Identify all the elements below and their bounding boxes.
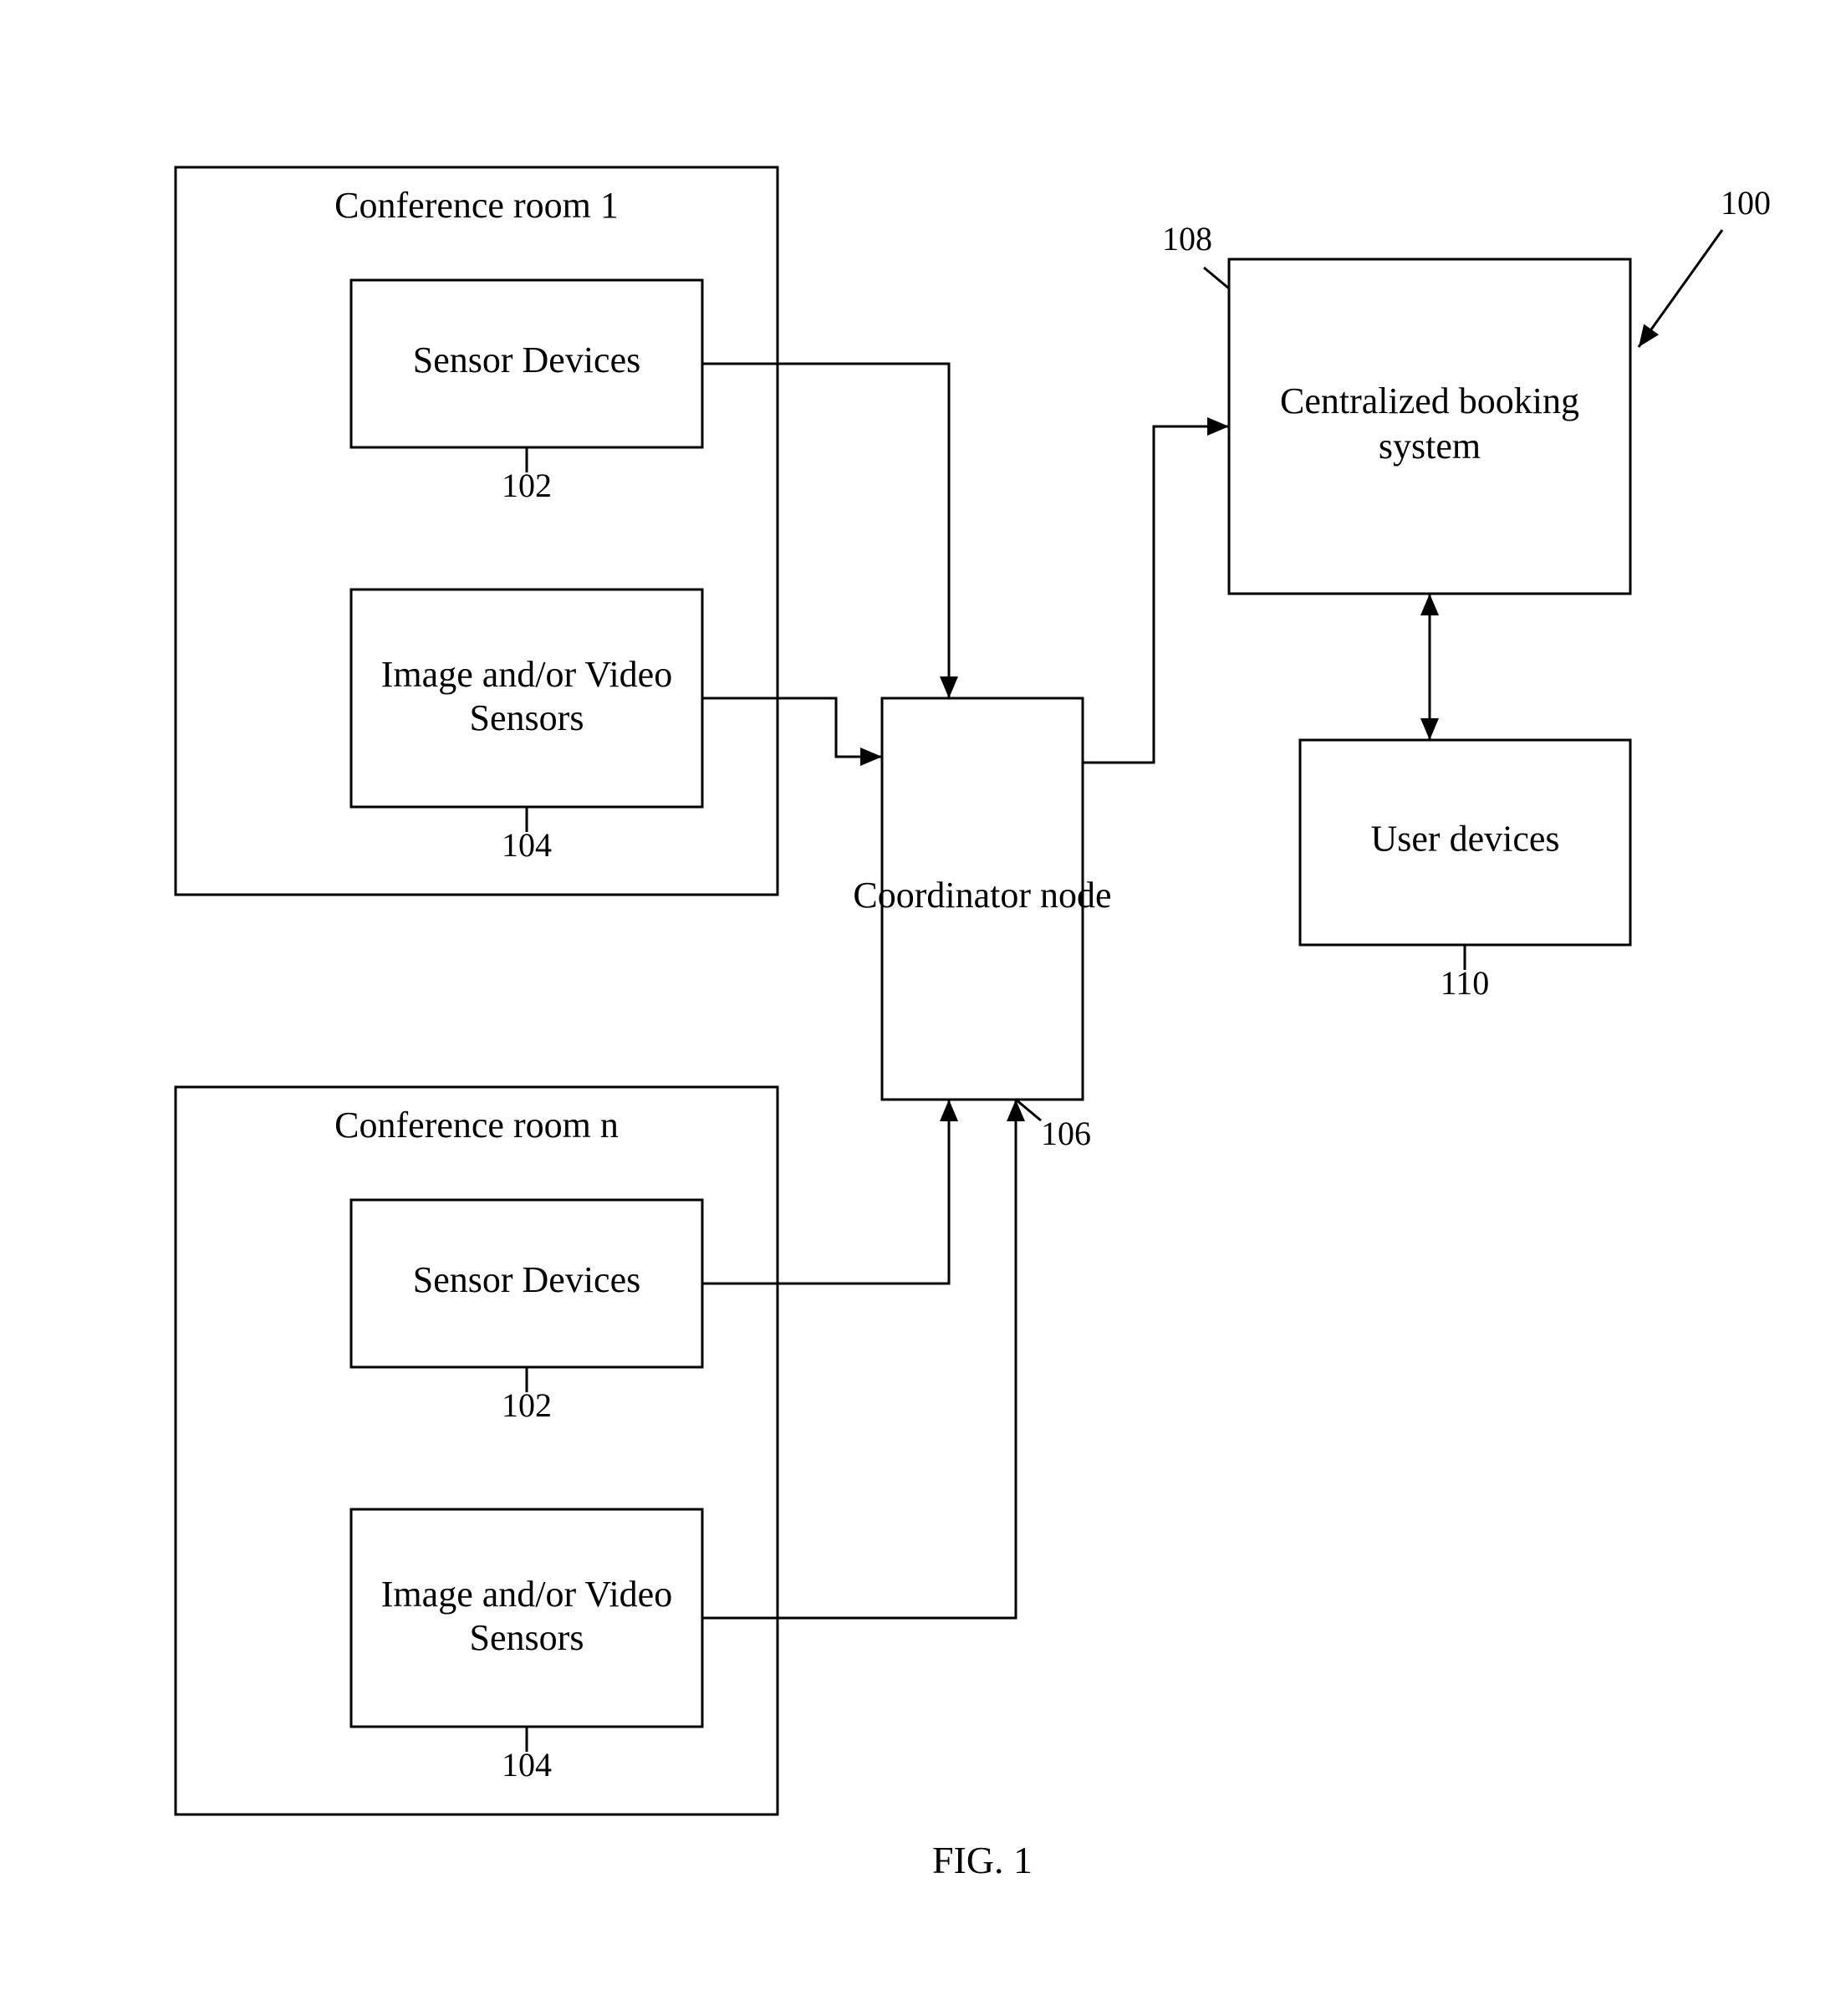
user-devices-ref: 110 [1441, 964, 1490, 1002]
arrowhead-icon [860, 748, 882, 766]
roomn-imaging-l2: Sensors [470, 1617, 584, 1658]
system-ref-label: 100 [1721, 184, 1771, 222]
booking-l1: Centralized booking [1280, 380, 1579, 421]
rn-sensor-to-coord [702, 1100, 949, 1284]
r1-imaging-to-coord [702, 698, 882, 757]
coordinator-ref: 106 [1041, 1115, 1091, 1152]
r1-sensor-to-coord [702, 364, 949, 698]
room1-imaging-l2: Sensors [470, 697, 584, 738]
arrowhead-icon [1420, 718, 1439, 740]
arrowhead-icon [1207, 417, 1229, 436]
room1-container [176, 167, 778, 895]
ref-tick [1204, 268, 1229, 288]
arrowhead-icon [940, 676, 958, 698]
roomn-sensor-label: Sensor Devices [413, 1259, 641, 1300]
coordinator-label: Coordinator node [853, 875, 1111, 916]
arrowhead-icon [1007, 1100, 1025, 1121]
figure-label: FIG. 1 [932, 1839, 1033, 1881]
roomn-container [176, 1087, 778, 1814]
arrowhead-icon [1420, 594, 1439, 615]
room1-sensor-ref: 102 [502, 467, 552, 504]
booking-l2: system [1379, 426, 1481, 467]
roomn-imaging-ref: 104 [502, 1746, 552, 1784]
roomn-imaging-l1: Image and/or Video [381, 1574, 672, 1615]
room1-title: Conference room 1 [334, 185, 619, 226]
room1-imaging-ref: 104 [502, 826, 552, 864]
arrowhead-icon [1639, 324, 1659, 347]
roomn-title: Conference room n [334, 1105, 619, 1146]
roomn-sensor-ref: 102 [502, 1386, 552, 1424]
booking-ref: 108 [1162, 220, 1212, 258]
user-devices-label: User devices [1370, 819, 1559, 860]
arrowhead-icon [940, 1100, 958, 1121]
rn-imaging-to-coord [702, 1100, 1016, 1618]
room1-imaging-l1: Image and/or Video [381, 654, 672, 695]
room1-sensor-label: Sensor Devices [413, 339, 641, 380]
coord-to-booking [1083, 426, 1229, 763]
